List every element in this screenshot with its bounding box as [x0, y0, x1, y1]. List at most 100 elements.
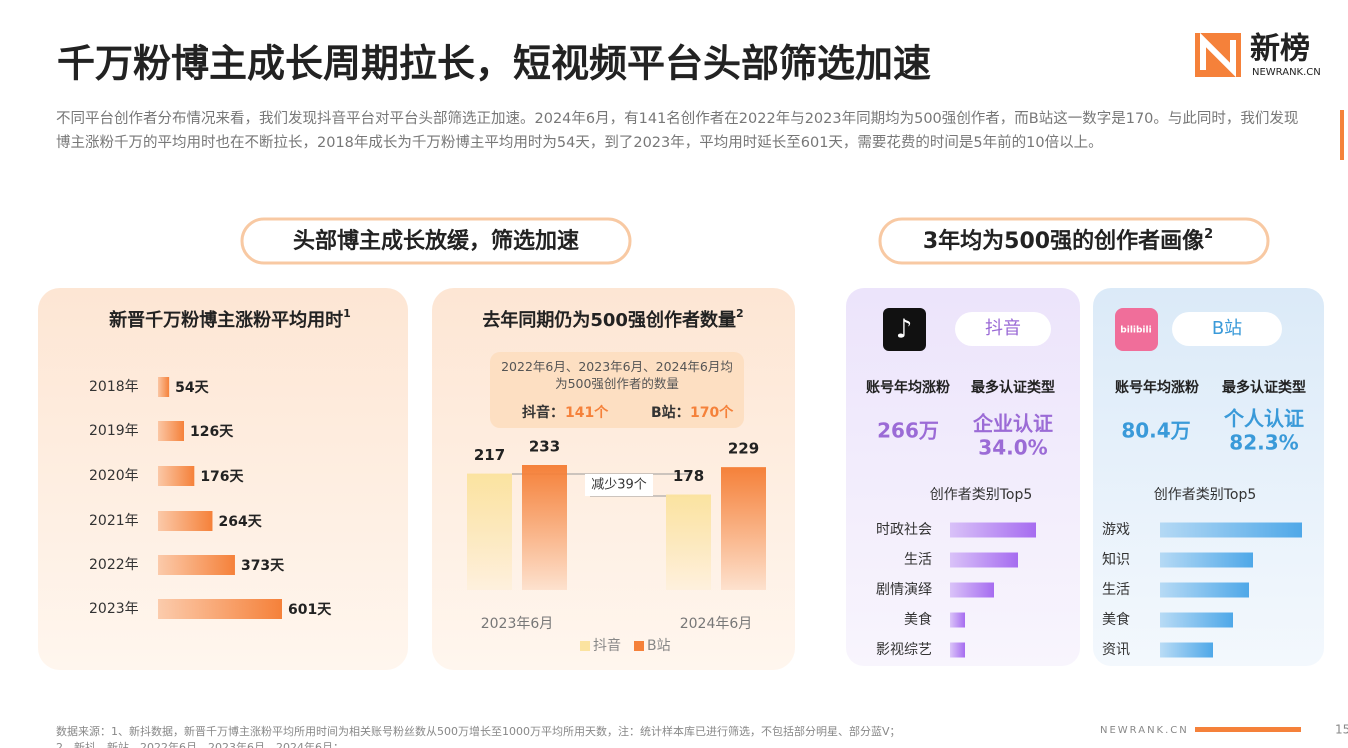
callout-value: 170个	[690, 404, 734, 421]
platform-icon-glyph: bilibili	[1120, 326, 1151, 336]
page-number: 15	[1335, 723, 1348, 737]
category-label: 时政社会	[876, 522, 932, 538]
category-label: 2023年	[89, 601, 139, 617]
chart-title: 创作者类别Top5	[930, 487, 1033, 503]
panel	[1093, 288, 1324, 666]
metric-label: 账号年均涨粉	[1115, 379, 1199, 396]
annotation: 减少39个	[591, 478, 647, 493]
category-label: 2021年	[89, 513, 139, 529]
section-note: 2	[1204, 227, 1213, 242]
type-value: 企业认证	[972, 412, 1053, 436]
platform-icon-glyph: ♪	[896, 315, 913, 345]
bar	[158, 421, 184, 441]
bar	[158, 511, 213, 531]
annotation-box	[585, 474, 653, 496]
metric-value: 266万	[877, 419, 939, 443]
platform-pill	[1172, 312, 1282, 346]
edge-accent	[1340, 110, 1344, 160]
bar	[158, 555, 235, 575]
category-label: 知识	[1102, 551, 1130, 568]
chart-title: 新晋千万粉博主涨粉平均用时1	[109, 307, 351, 331]
chart-title-note: 2	[736, 307, 744, 320]
bar	[950, 552, 1018, 568]
callout-value: 141个	[565, 404, 609, 421]
page-title: 千万粉博主成长周期拉长，短视频平台头部筛选加速	[57, 42, 931, 86]
bar	[467, 473, 512, 590]
category-label: 2019年	[89, 423, 139, 439]
section-label: 头部博主成长放缓，筛选加速	[293, 228, 579, 254]
category-label: 生活	[1102, 582, 1130, 598]
legend-swatch	[634, 641, 644, 651]
category-label: 游戏	[1102, 522, 1130, 538]
bar	[1160, 612, 1233, 628]
value-label: 126天	[190, 424, 234, 440]
bar	[1160, 642, 1213, 658]
value-label: 217	[474, 446, 505, 464]
metric-label: 账号年均涨粉	[866, 379, 950, 396]
category-label: 2022年	[89, 557, 139, 573]
logo-site: NEWRANK.CN	[1252, 67, 1321, 78]
value-label: 176天	[200, 469, 244, 485]
bar	[158, 377, 170, 397]
platform-name: 抖音	[985, 318, 1021, 339]
chart-title-note: 1	[343, 307, 351, 320]
callout-item: B站：	[651, 404, 690, 421]
section-pill	[878, 217, 1270, 265]
section-label: 3年均为500强的创作者画像2	[923, 227, 1213, 255]
category-label: 美食	[1102, 611, 1130, 628]
metric-value: 80.4万	[1121, 419, 1190, 443]
chart-title-text: 去年同期仍为500强创作者数量	[482, 309, 736, 331]
platform-icon	[1115, 308, 1158, 351]
value-label: 601天	[288, 602, 332, 618]
bar	[1160, 522, 1302, 538]
panel	[38, 288, 408, 670]
platform-pill	[955, 312, 1051, 346]
platform-name: B站	[1212, 318, 1242, 339]
type-share: 82.3%	[1229, 431, 1298, 455]
section-pill	[240, 217, 632, 265]
legend-swatch	[580, 641, 590, 651]
category-label: 生活	[904, 552, 932, 568]
x-tick-label: 2024年6月	[680, 616, 753, 632]
panel	[846, 288, 1080, 666]
category-label: 剧情演绎	[876, 582, 932, 598]
chart-title: 去年同期仍为500强创作者数量2	[482, 307, 743, 331]
type-label: 最多认证类型	[971, 379, 1055, 396]
category-label: 影视综艺	[876, 642, 932, 658]
source-note: 2、新抖、新站，2022年6月、2023年6月、2024年6月；	[56, 740, 344, 748]
callout-box	[490, 352, 744, 428]
bar	[950, 582, 994, 598]
footer-bar	[1195, 727, 1301, 732]
logo-glyph	[1200, 32, 1236, 78]
legend-label: B站	[647, 638, 671, 654]
source-note: 数据来源：1、新抖数据，新晋千万博主涨粉平均所用时间为相关账号粉丝数从500万增…	[56, 724, 901, 738]
chart-title: 创作者类别Top5	[1154, 487, 1257, 503]
value-label: 178	[673, 467, 704, 485]
callout-item: 抖音：	[522, 404, 564, 421]
value-label: 233	[529, 438, 560, 456]
category-label: 2020年	[89, 468, 139, 484]
category-label: 2018年	[89, 379, 139, 395]
bar	[666, 494, 711, 590]
bar	[950, 612, 965, 628]
bar	[721, 467, 766, 590]
bar	[1160, 582, 1249, 598]
bar	[158, 599, 282, 619]
value-label: 373天	[241, 558, 285, 574]
bar	[950, 642, 965, 658]
callout-text: 2022年6月、2023年6月、2024年6月均为500强创作者的数量	[501, 359, 733, 391]
platform-icon	[883, 308, 926, 351]
logo-name: 新榜	[1250, 32, 1310, 67]
category-label: 美食	[904, 611, 932, 628]
bar	[950, 522, 1036, 538]
value-label: 264天	[218, 514, 262, 530]
type-share: 34.0%	[978, 436, 1047, 460]
bar	[158, 466, 195, 486]
bar	[522, 465, 567, 590]
legend-label: 抖音	[593, 637, 621, 654]
chart-title-text: 新晋千万粉博主涨粉平均用时	[109, 309, 343, 331]
footer-site: NEWRANK.CN	[1100, 725, 1189, 736]
intro: 不同平台创作者分布情况来看，我们发现抖音平台对平台头部筛选正加速。2024年6月…	[56, 111, 1299, 151]
